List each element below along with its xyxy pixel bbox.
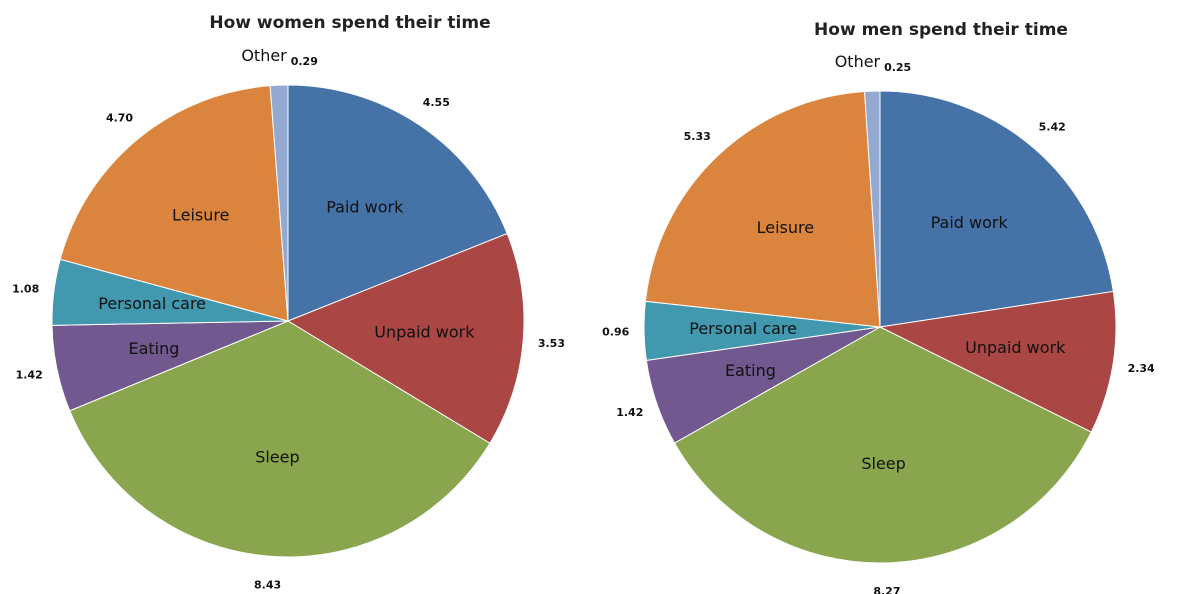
slice-value-paid-work: 5.42: [1039, 121, 1066, 134]
slice-label-other: Other: [835, 52, 881, 71]
pie-slice-sleep: [69, 320, 491, 558]
slice-label-paid-work: Paid work: [326, 198, 404, 217]
slice-value-eating: 1.42: [616, 406, 643, 419]
slice-label-leisure: Leisure: [172, 206, 229, 225]
pie-chart-men: How men spend their time Paid work 5.42 Un…: [602, 20, 1155, 594]
slice-value-other: 0.25: [884, 61, 911, 74]
slice-label-sleep: Sleep: [861, 454, 905, 473]
slice-label-unpaid-work: Unpaid work: [374, 322, 475, 341]
slice-value-other: 0.29: [291, 55, 318, 68]
pie-slice-paid-work: [879, 90, 1114, 328]
slice-label-sleep: Sleep: [255, 447, 299, 466]
pie-slice-unpaid-work: [286, 232, 525, 444]
slice-value-unpaid-work: 3.53: [538, 337, 565, 350]
slice-label-unpaid-work: Unpaid work: [965, 338, 1066, 357]
pie-slice-unpaid-work: [878, 290, 1117, 433]
slice-value-sleep: 8.27: [873, 585, 900, 594]
slice-label-other: Other: [241, 46, 287, 65]
slice-value-sleep: 8.43: [254, 579, 281, 592]
slice-value-personal-care: 0.96: [602, 325, 629, 338]
pie-slice-paid-work: [287, 84, 508, 322]
slice-label-personal-care: Personal care: [98, 294, 206, 313]
pie-slice-leisure: [644, 90, 881, 328]
slice-label-eating: Eating: [725, 361, 776, 380]
slice-value-unpaid-work: 2.34: [1128, 362, 1155, 375]
pie-slice-other: [269, 84, 289, 322]
slice-label-leisure: Leisure: [757, 218, 814, 237]
slice-value-paid-work: 4.55: [423, 96, 450, 109]
slice-value-leisure: 5.33: [684, 130, 711, 143]
chart-title-women: How women spend their time: [209, 13, 490, 33]
pie-slice-other: [864, 90, 881, 328]
slice-label-personal-care: Personal care: [689, 319, 797, 338]
slice-value-eating: 1.42: [16, 369, 43, 382]
pie-slice-sleep: [673, 326, 1092, 564]
slice-label-paid-work: Paid work: [931, 213, 1009, 232]
pie-slice-leisure: [59, 85, 289, 322]
slice-label-eating: Eating: [128, 339, 179, 358]
slice-value-leisure: 4.70: [106, 111, 133, 124]
pie-chart-women: How women spend their time Paid work 4.55…: [12, 13, 565, 592]
chart-title-men: How men spend their time: [814, 20, 1068, 40]
slice-value-personal-care: 1.08: [12, 283, 39, 296]
